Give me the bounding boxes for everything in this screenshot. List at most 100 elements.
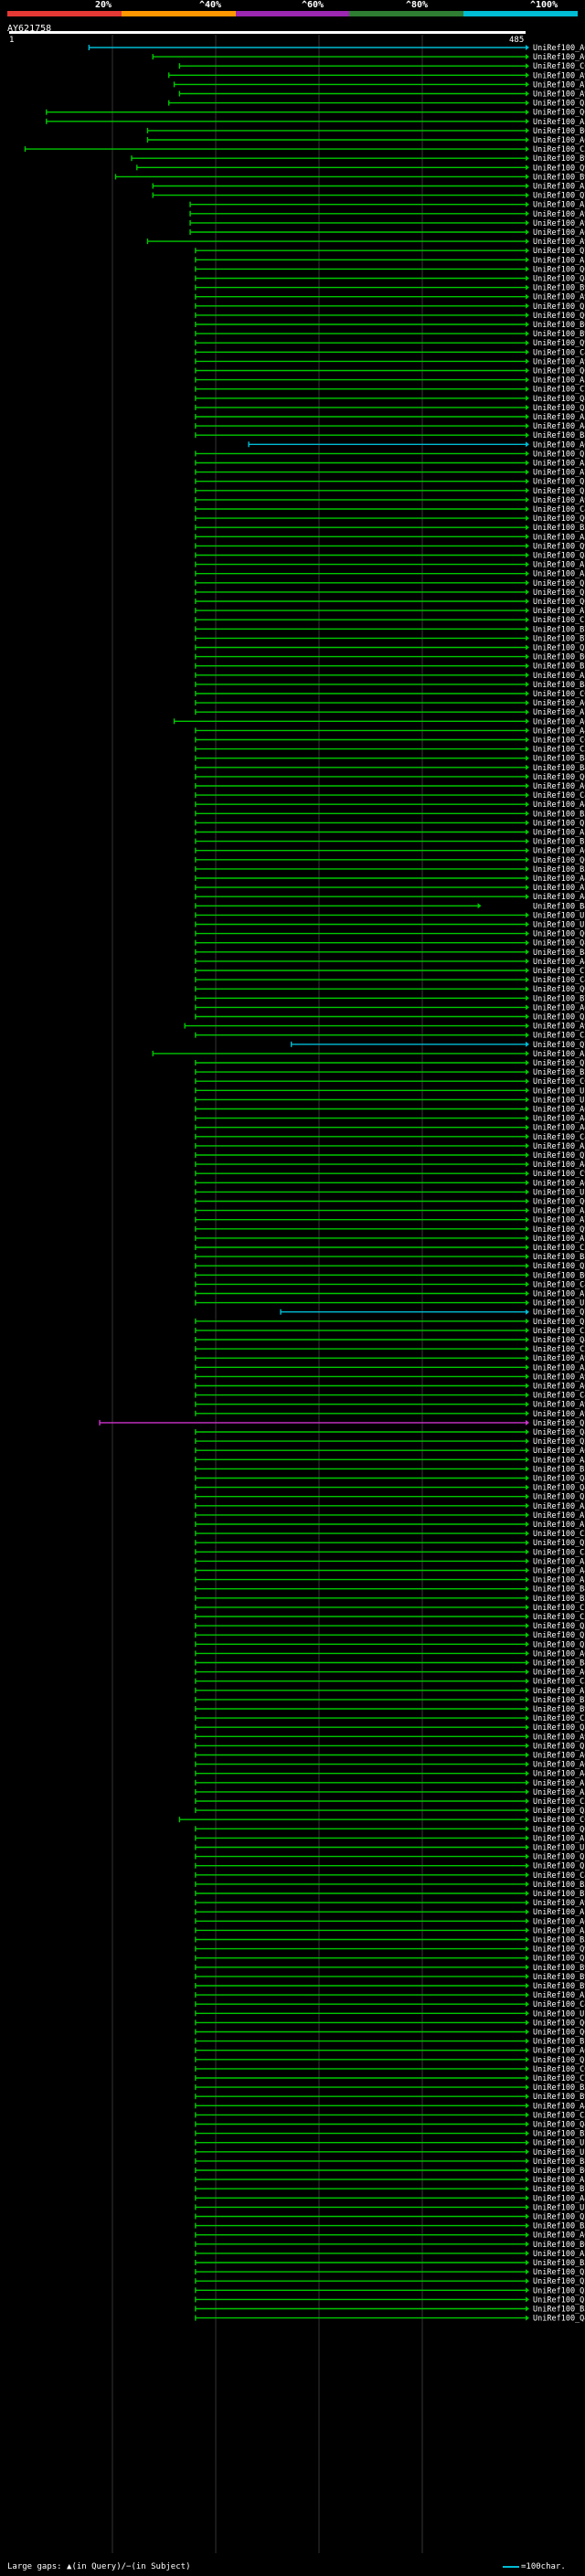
hit-end-arrow (526, 1383, 529, 1389)
scale-label-100: ^100% (530, 0, 558, 10)
hit-end-arrow (526, 72, 529, 79)
hit-label: UniRef100_A3D9N7 (533, 1142, 585, 1151)
legend-footer: Large gaps: ▲(in Query)/−(in Subject) =1… (0, 2559, 585, 2576)
hit-label: UniRef100_UPI000... (533, 2009, 585, 2019)
hit-label: UniRef100_B4FN24 (533, 764, 585, 773)
hit-end-arrow (526, 2222, 529, 2229)
hit-label: UniRef100_UPI000... (533, 1188, 585, 1197)
hit-label: UniRef100_Q1WMW9 (533, 302, 585, 312)
hit-end-arrow (526, 663, 529, 669)
scale-color-strip (7, 11, 578, 16)
hit-label: UniRef100_Q2J0F7 (533, 1539, 585, 1548)
hit-end-arrow (526, 63, 529, 69)
hit-end-arrow (526, 773, 529, 779)
hit-end-arrow (526, 1069, 529, 1076)
hit-end-arrow (526, 1881, 529, 1887)
hit-label: UniRef100_A7IIJ5 (533, 884, 585, 893)
hit-end-arrow (526, 90, 529, 97)
query-start-label: 1 (9, 36, 14, 45)
hit-end-arrow (526, 1373, 529, 1380)
hit-end-arrow (526, 1004, 529, 1011)
hit-end-arrow (526, 1475, 529, 1481)
hit-label: UniRef100_Q2RG86 (533, 1437, 585, 1447)
hit-label: UniRef100_B7WZ30 (533, 1696, 585, 1705)
hit-end-arrow (526, 1410, 529, 1416)
hit-label: UniRef100_C5VBS2 (533, 1797, 585, 1807)
hit-label: UniRef100_A9RQ04 (533, 210, 585, 219)
hit-end-arrow (526, 811, 529, 817)
hit-end-arrow (526, 302, 529, 309)
hit-end-arrow (526, 1973, 529, 1979)
hit-end-arrow (526, 635, 529, 641)
hit-end-arrow (526, 395, 529, 401)
hit-label: UniRef100_C6TD72 (533, 690, 585, 699)
hit-end-arrow (526, 1401, 529, 1407)
hit-label: UniRef100_A1REG2 (533, 1235, 585, 1244)
hit-label: UniRef100_C3KHV8 (533, 2111, 585, 2120)
hit-end-arrow (526, 210, 529, 217)
scale-color-segment (121, 11, 236, 16)
hit-label: UniRef100_Q7NDD0 (533, 1059, 585, 1068)
hit-end-arrow (526, 1502, 529, 1509)
hit-end-arrow (526, 2148, 529, 2155)
hit-label: UniRef100_Q949U7 (533, 164, 585, 173)
hit-end-arrow (526, 755, 529, 761)
hit-end-arrow (526, 127, 529, 133)
hit-end-arrow (477, 903, 482, 909)
hit-end-arrow (526, 1142, 529, 1149)
hit-end-arrow (526, 1955, 529, 1961)
hit-label: UniRef100_C4ED94 (533, 1871, 585, 1881)
hit-end-arrow (526, 1466, 529, 1472)
hit-label: UniRef100_B6T2Y1 (533, 127, 585, 136)
hit-end-arrow (526, 2269, 529, 2275)
scale-color-segment (235, 11, 350, 16)
hit-end-arrow (526, 340, 529, 346)
hit-end-arrow (526, 404, 529, 410)
hit-label: UniRef100_A9PC26 (533, 219, 585, 228)
hit-label: UniRef100_Q8XR24 (533, 552, 585, 561)
hit-label: UniRef100_A3BSK3 (533, 118, 585, 127)
hit-label: UniRef100_B7YM32 (533, 634, 585, 643)
hit-label: UniRef100_Q0VTL6 (533, 2019, 585, 2028)
hit-end-arrow (526, 691, 529, 696)
hit-end-arrow (526, 1097, 529, 1103)
hit-label: UniRef100_C4K259 (533, 1392, 585, 1401)
hit-end-arrow (526, 617, 529, 623)
hit-end-arrow (526, 608, 529, 614)
hit-label: UniRef100_C3ZW23 (533, 1530, 585, 1539)
hit-label: UniRef100_A5N4E3 (533, 413, 585, 422)
hit-end-arrow (526, 358, 529, 365)
hit-end-arrow (526, 312, 529, 318)
hit-label: UniRef100_B1Y8H7 (533, 1890, 585, 1899)
hit-label: UniRef100_C7MCX1 (533, 386, 585, 395)
hit-label: UniRef100_B1JY84 (533, 2038, 585, 2047)
hit-label: UniRef100_A6PF6B (533, 136, 585, 145)
hit-label: UniRef100_Q8L9P7 (533, 395, 585, 404)
hit-end-arrow (526, 921, 529, 928)
hit-end-arrow (526, 2001, 529, 2008)
hit-end-arrow (526, 478, 529, 484)
hit-end-arrow (526, 2306, 529, 2312)
hit-end-arrow (526, 118, 529, 124)
hit-end-arrow (526, 856, 529, 863)
scale-label-60: ^60% (302, 0, 324, 10)
hit-end-arrow (526, 2112, 529, 2118)
hit-end-arrow (526, 322, 529, 327)
hit-label: UniRef100_Q7F8S5 (533, 192, 585, 201)
hit-end-arrow (526, 912, 529, 918)
hit-label: UniRef100_A4JBA0 (533, 1567, 585, 1576)
hit-label: UniRef100_UPI000... (533, 1844, 585, 1853)
hit-end-arrow (526, 737, 529, 743)
hit-end-arrow (526, 1299, 529, 1306)
hit-label: UniRef100_B5V506 (533, 810, 585, 819)
hit-label: UniRef100_B8EFM1 (533, 2157, 585, 2167)
hit-label: UniRef100_Q2BPM3 (533, 1640, 585, 1649)
hit-end-arrow (526, 1180, 529, 1186)
hit-end-arrow (526, 515, 529, 522)
hit-end-arrow (526, 1281, 529, 1288)
hit-label: UniRef100_C5CPA3 (533, 1327, 585, 1336)
hit-end-arrow (526, 1171, 529, 1177)
hit-label: UniRef100_C5T6B1 (533, 1032, 585, 1041)
hit-label: UniRef100_A9E5Y5 (533, 1373, 585, 1382)
hit-label: UniRef100_Q6AXQ0 (533, 1198, 585, 1207)
